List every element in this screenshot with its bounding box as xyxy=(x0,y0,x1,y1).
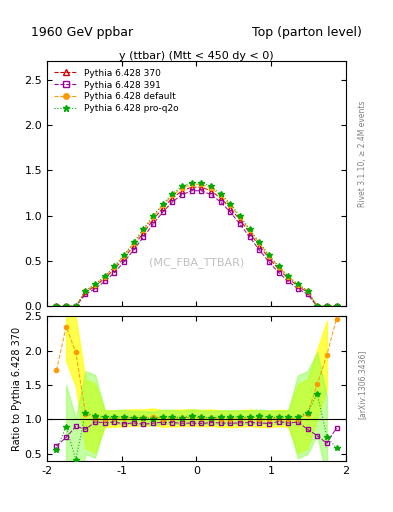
Text: 1960 GeV ppbar: 1960 GeV ppbar xyxy=(31,26,134,39)
Text: [arXiv:1306.3436]: [arXiv:1306.3436] xyxy=(358,349,367,419)
Title: y (ttbar) (Mtt < 450 dy < 0): y (ttbar) (Mtt < 450 dy < 0) xyxy=(119,51,274,60)
Legend: Pythia 6.428 370, Pythia 6.428 391, Pythia 6.428 default, Pythia 6.428 pro-q2o: Pythia 6.428 370, Pythia 6.428 391, Pyth… xyxy=(51,66,182,116)
Text: Top (parton level): Top (parton level) xyxy=(252,26,362,39)
Text: (MC_FBA_TTBAR): (MC_FBA_TTBAR) xyxy=(149,257,244,268)
Text: Rivet 3.1.10, ≥ 2.4M events: Rivet 3.1.10, ≥ 2.4M events xyxy=(358,100,367,207)
Y-axis label: Ratio to Pythia 6.428 370: Ratio to Pythia 6.428 370 xyxy=(12,326,22,451)
